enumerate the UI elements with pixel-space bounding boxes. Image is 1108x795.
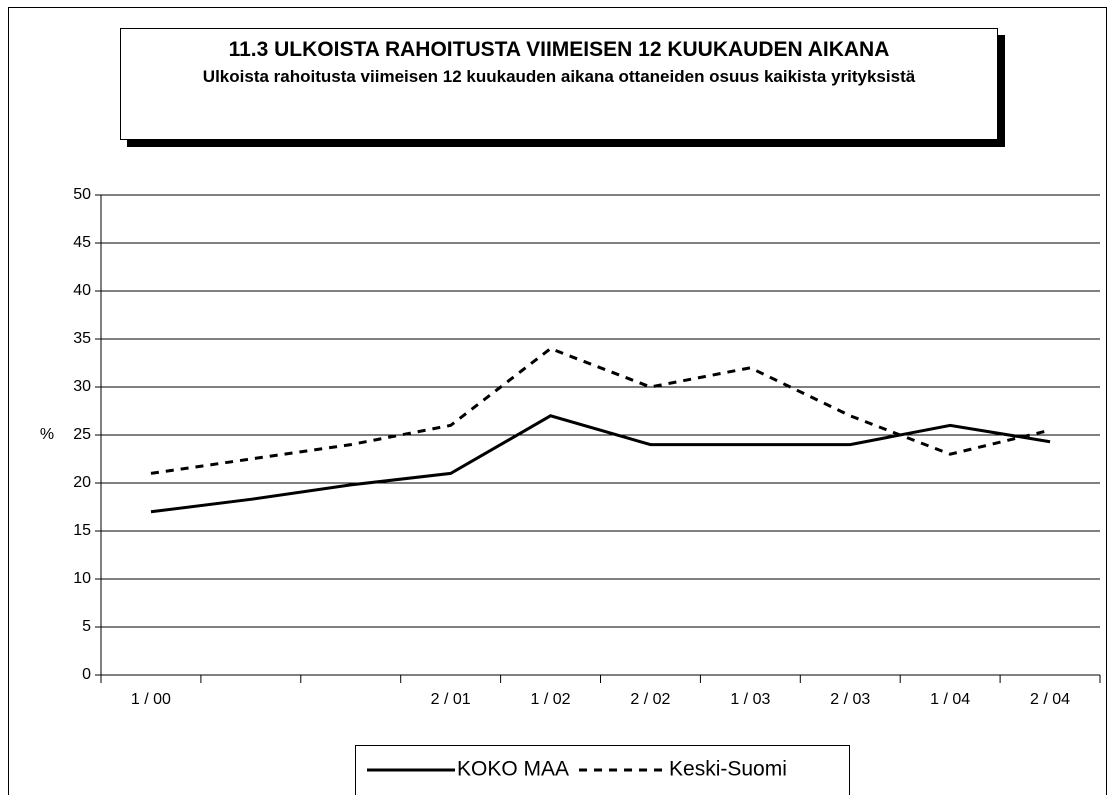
- x-tick-label: 1 / 03: [730, 691, 770, 708]
- x-tick-label: 1 / 04: [930, 691, 970, 708]
- y-tick-label: 20: [73, 474, 91, 491]
- y-tick-label: 35: [73, 330, 91, 347]
- series-line: [150, 346, 1051, 475]
- x-tick-label: 2 / 02: [630, 691, 670, 708]
- y-tick-label: 50: [73, 186, 91, 203]
- chart-title: 11.3 ULKOISTA RAHOITUSTA VIIMEISEN 12 KU…: [228, 38, 890, 61]
- y-tick-label: 25: [73, 426, 91, 443]
- x-tick-label: 1 / 00: [131, 691, 171, 708]
- chart-border: [8, 7, 1107, 795]
- y-tick-label: 10: [73, 570, 91, 587]
- y-axis-label: %: [40, 426, 54, 443]
- y-tick-label: 5: [82, 618, 91, 635]
- x-tick-label: 2 / 04: [1030, 691, 1070, 708]
- y-tick-label: 30: [73, 378, 91, 395]
- title-box: 11.3 ULKOISTA RAHOITUSTA VIIMEISEN 12 KU…: [120, 28, 998, 140]
- series-line: [150, 414, 1051, 514]
- x-tick-label: 2 / 01: [431, 691, 471, 708]
- y-tick-label: 15: [73, 522, 91, 539]
- legend-label: KOKO MAA: [457, 758, 569, 781]
- y-tick-label: 0: [82, 666, 91, 683]
- y-tick-label: 45: [73, 234, 91, 251]
- x-tick-label: 1 / 02: [531, 691, 571, 708]
- legend-label: Keski-Suomi: [669, 758, 787, 781]
- x-tick-label: 2 / 03: [830, 691, 870, 708]
- y-tick-label: 40: [73, 282, 91, 299]
- chart-subtitle: Ulkoista rahoitusta viimeisen 12 kuukaud…: [202, 67, 916, 86]
